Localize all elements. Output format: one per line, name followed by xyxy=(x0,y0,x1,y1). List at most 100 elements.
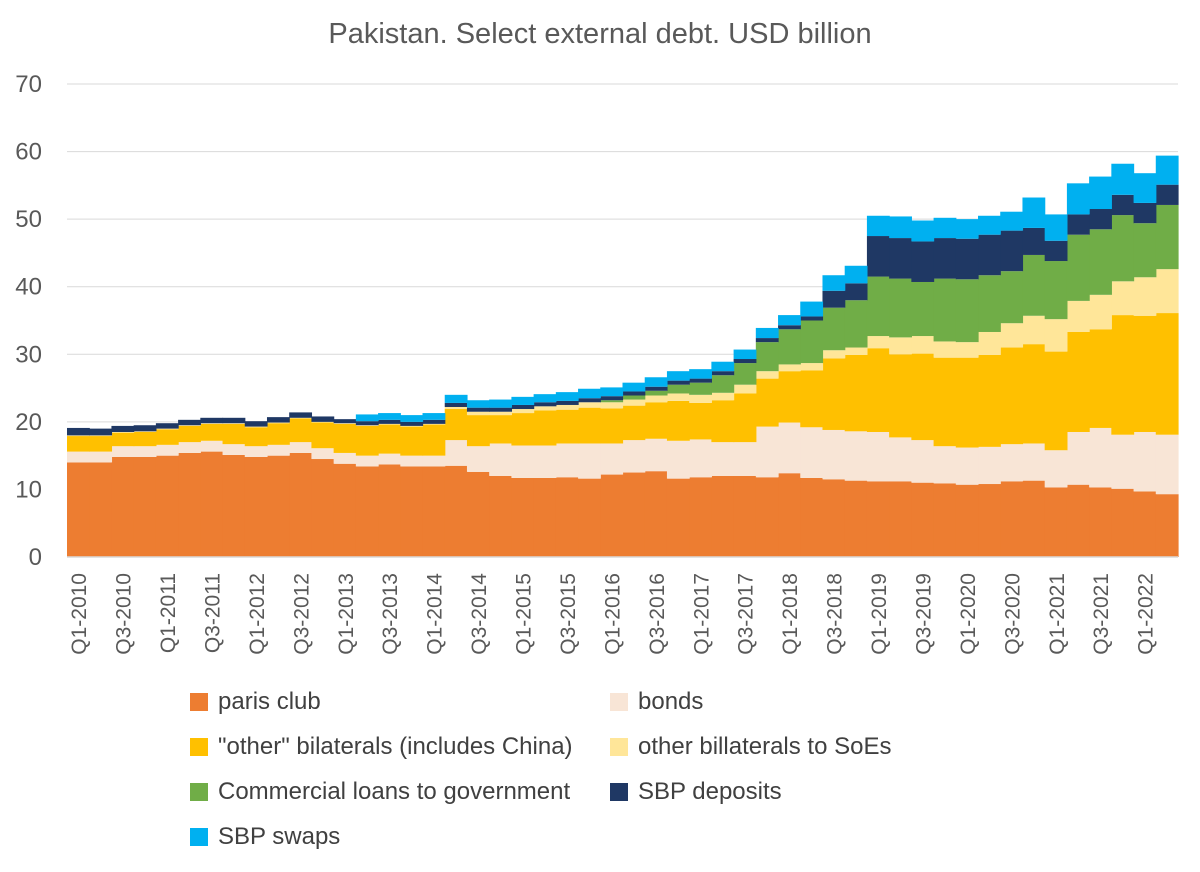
series-3 xyxy=(67,269,1179,437)
area-segment xyxy=(1111,488,1135,557)
area-segment xyxy=(333,419,357,424)
area-segment xyxy=(755,342,779,372)
x-tick-label: Q3-2019 xyxy=(912,573,935,655)
area-segment xyxy=(378,464,401,557)
area-segment xyxy=(844,265,868,284)
area-segment xyxy=(511,413,535,446)
area-segment xyxy=(333,423,357,453)
area-segment xyxy=(1022,344,1046,444)
area-segment xyxy=(778,422,801,474)
area-segment xyxy=(266,444,290,456)
area-segment xyxy=(466,407,490,412)
area-segment xyxy=(978,354,1001,447)
area-segment xyxy=(955,447,979,485)
area-segment xyxy=(711,475,735,557)
area-segment xyxy=(133,431,157,432)
area-segment xyxy=(755,378,779,427)
area-segment xyxy=(844,431,868,481)
area-segment xyxy=(911,336,935,354)
area-segment xyxy=(155,444,179,456)
y-tick-label: 20 xyxy=(15,409,42,436)
area-segment xyxy=(600,387,624,397)
area-segment xyxy=(866,336,890,349)
legend-swatch xyxy=(610,738,628,756)
area-segment xyxy=(800,301,824,317)
area-segment xyxy=(355,414,379,422)
area-segment xyxy=(844,354,868,432)
area-segment xyxy=(800,316,824,321)
area-segment xyxy=(1089,229,1112,295)
legend-swatch xyxy=(190,783,208,801)
area-segment xyxy=(1155,184,1179,205)
area-segment xyxy=(778,315,801,326)
area-segment xyxy=(1022,315,1046,345)
area-segment xyxy=(289,418,313,443)
area-segment xyxy=(422,419,446,424)
y-axis-ticks: 0 10 20 30 40 50 60 70 xyxy=(15,71,42,571)
y-tick-label: 40 xyxy=(15,274,42,301)
area-segment xyxy=(1000,230,1024,272)
area-segment xyxy=(1022,197,1046,228)
area-segment xyxy=(978,215,1001,235)
area-segment xyxy=(778,325,801,330)
area-segment xyxy=(111,425,135,432)
area-segment xyxy=(333,423,357,424)
x-tick-label: Q3-2014 xyxy=(468,573,491,655)
area-segment xyxy=(311,448,335,460)
area-segment xyxy=(1155,155,1179,185)
area-segment xyxy=(578,407,601,444)
area-segment xyxy=(644,402,668,439)
area-segment xyxy=(289,442,313,453)
area-segment xyxy=(955,484,979,557)
area-segment xyxy=(466,411,490,416)
x-tick-label: Q1-2017 xyxy=(690,573,713,655)
area-segment xyxy=(600,443,624,475)
series-1 xyxy=(67,422,1179,495)
area-segment xyxy=(711,442,735,476)
area-segment xyxy=(489,475,512,557)
area-segment xyxy=(1066,431,1090,485)
area-segment xyxy=(111,456,135,557)
area-segment xyxy=(1044,214,1068,241)
area-segment xyxy=(800,363,824,371)
area-segment xyxy=(89,435,113,437)
area-segment xyxy=(400,466,424,557)
area-segment xyxy=(1089,427,1112,488)
area-segment xyxy=(666,393,690,401)
area-segment xyxy=(355,421,379,426)
x-axis-ticks: Q1-2010 Q3-2010 Q1-2011 Q3-2011 Q1-2012 Q3-20… xyxy=(68,573,1158,655)
area-segment xyxy=(222,444,246,455)
area-segment xyxy=(822,358,846,430)
area-segment xyxy=(1044,261,1068,320)
area-segment xyxy=(955,357,979,448)
area-segment xyxy=(178,425,201,443)
area-segment xyxy=(1155,434,1179,495)
area-segment xyxy=(800,427,824,478)
area-segment xyxy=(600,474,624,557)
area-segment xyxy=(866,236,890,277)
area-segment xyxy=(422,466,446,557)
area-segment xyxy=(1044,319,1068,352)
area-segment xyxy=(111,431,135,433)
area-segment xyxy=(444,465,468,557)
area-segment xyxy=(1044,487,1068,557)
area-segment xyxy=(378,424,401,454)
area-segment xyxy=(555,477,579,557)
area-segment xyxy=(1022,227,1046,255)
area-segment xyxy=(266,422,290,424)
area-segment xyxy=(355,425,379,426)
area-segment xyxy=(822,275,846,291)
area-segment xyxy=(1133,277,1157,316)
series-5 xyxy=(67,184,1179,436)
area-segment xyxy=(466,400,490,408)
area-segment xyxy=(155,423,179,429)
area-segment xyxy=(1000,271,1024,324)
area-segment xyxy=(489,415,512,444)
area-segment xyxy=(600,400,624,403)
area-segment xyxy=(1089,209,1112,230)
area-segment xyxy=(666,380,690,385)
area-segment xyxy=(822,307,846,351)
area-segment xyxy=(1133,223,1157,278)
area-segment xyxy=(644,386,668,391)
area-segment xyxy=(978,275,1001,332)
